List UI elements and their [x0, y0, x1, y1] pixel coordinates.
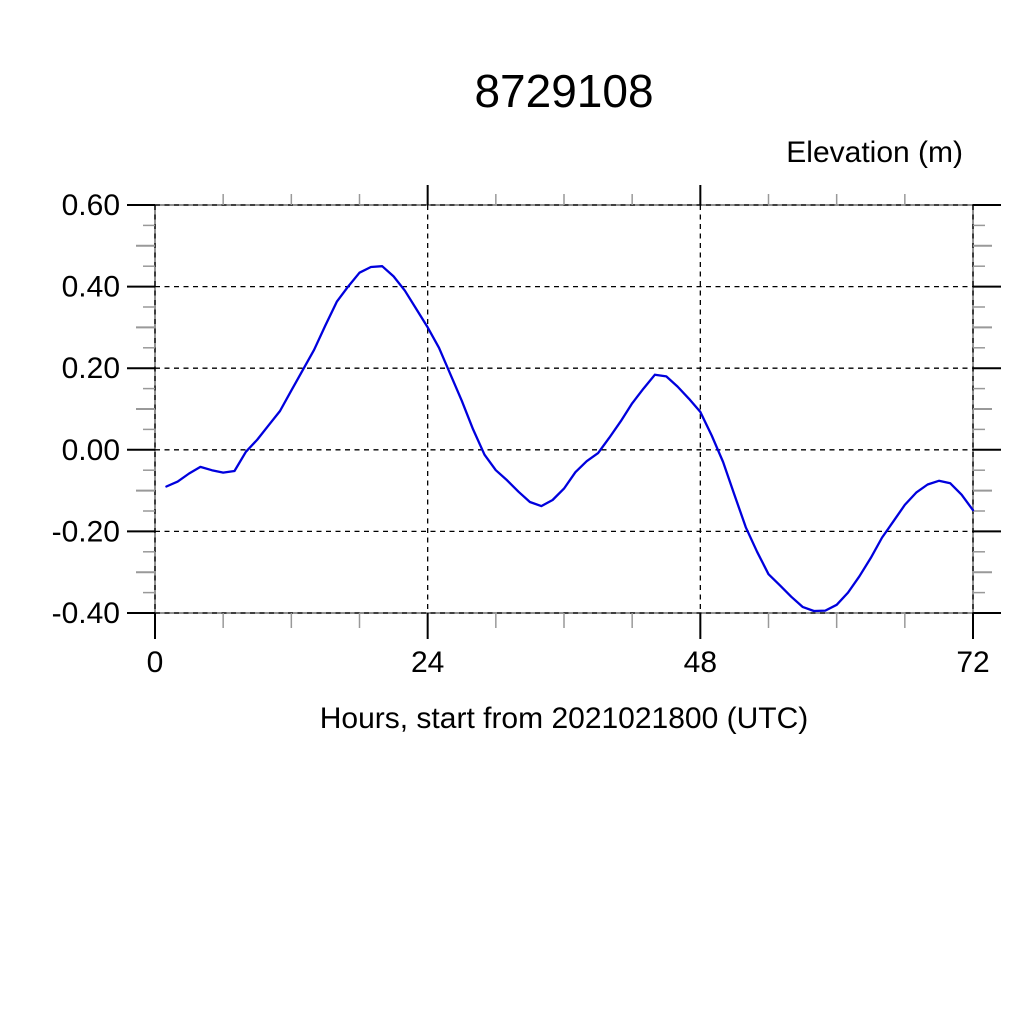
- x-tick-label: 0: [147, 646, 164, 679]
- y-axis-title: Elevation (m): [786, 136, 963, 169]
- y-tick-label: -0.40: [52, 597, 120, 630]
- y-tick-label: 0.60: [62, 189, 120, 222]
- chart-title: 8729108: [474, 65, 654, 117]
- x-tick-label: 72: [956, 646, 989, 679]
- x-tick-label: 48: [684, 646, 717, 679]
- x-tick-label: 24: [411, 646, 444, 679]
- y-tick-label: 0.40: [62, 271, 120, 304]
- y-tick-label: 0.00: [62, 434, 120, 467]
- plot-frame: [154, 204, 974, 614]
- x-axis-title: Hours, start from 2021021800 (UTC): [319, 702, 809, 735]
- elevation-series-line: [165, 265, 975, 613]
- y-tick-label: 0.20: [62, 352, 120, 385]
- y-tick-label: -0.20: [52, 515, 120, 548]
